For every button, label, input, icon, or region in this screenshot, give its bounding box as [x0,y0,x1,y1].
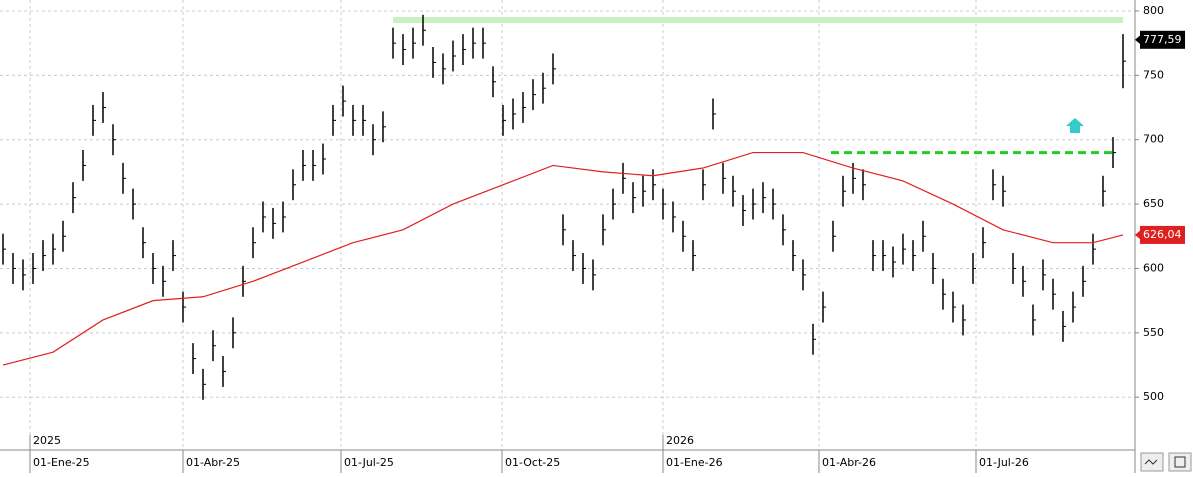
y-tick-label: 600 [1143,261,1164,274]
zoom-button[interactable] [1140,452,1164,472]
price-tag [1140,225,1185,244]
price-tag [1140,30,1185,49]
x-tick-label: 01-Ene-26 [666,456,723,469]
price-tag-label: 626,04 [1143,228,1182,241]
x-tick-label: 01-Abr-25 [186,456,240,469]
y-tick-label: 550 [1143,326,1164,339]
x-tick-label: 01-Oct-25 [505,456,560,469]
x-tick-label: 01-Jul-25 [344,456,394,469]
price-tag-pointer [1135,34,1141,45]
year-label: 2025 [33,434,61,447]
moving-average [2,151,1124,366]
zoom-icon [1144,459,1158,465]
save-button[interactable] [1168,452,1192,472]
save-icon [1174,456,1186,468]
year-label: 2026 [666,434,694,447]
up-arrow [1066,118,1084,133]
y-tick-label: 650 [1143,197,1164,210]
plot-area [0,0,1135,450]
y-tick-label: 700 [1143,133,1164,146]
x-tick-label: 01-Abr-26 [822,456,876,469]
y-tick-label: 750 [1143,68,1164,81]
x-tick-label: 01-Jul-26 [979,456,1029,469]
price-tag-label: 777,59 [1143,33,1182,46]
price-tag-pointer [1135,229,1141,240]
x-tick-label: 01-Ene-25 [33,456,90,469]
y-tick-label: 800 [1143,4,1164,17]
y-tick-label: 500 [1143,390,1164,403]
